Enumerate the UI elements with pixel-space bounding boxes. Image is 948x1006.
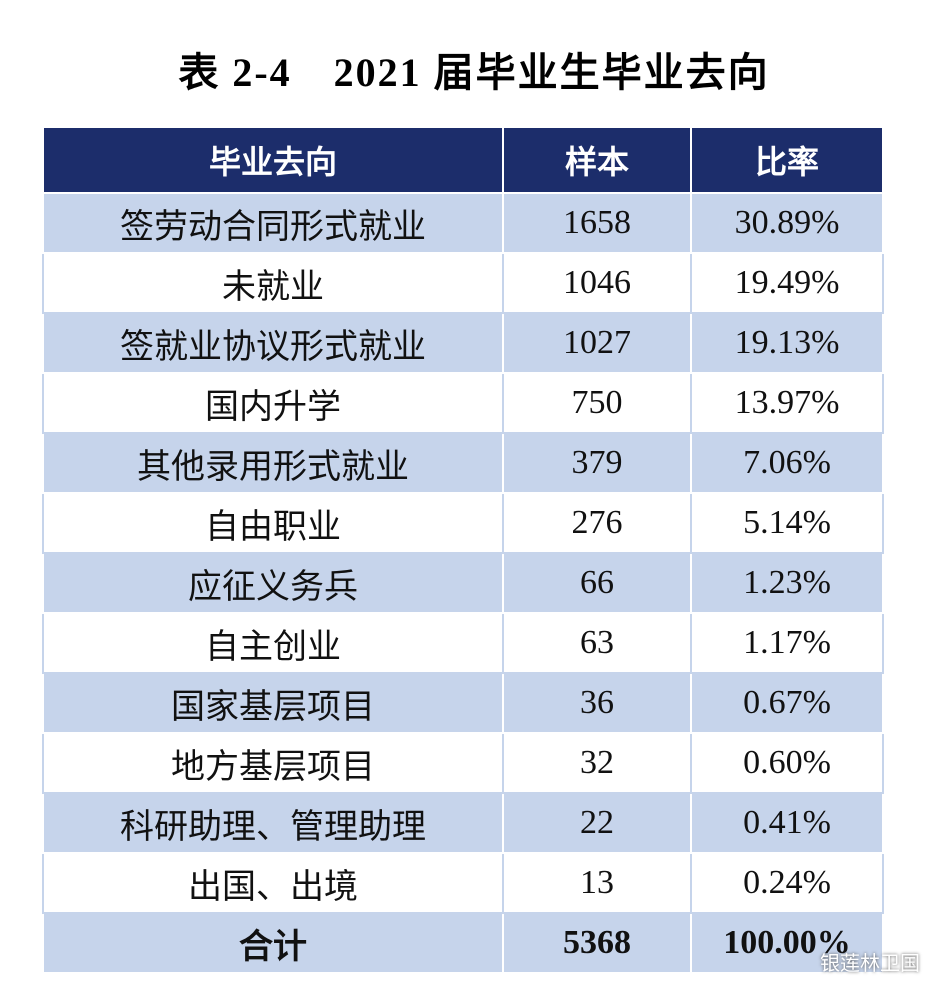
table-cell: 5.14% <box>690 492 884 554</box>
column-header: 比率 <box>690 126 884 194</box>
table-cell: 30.89% <box>690 192 884 254</box>
table-row: 签劳动合同形式就业 1658 30.89% <box>42 192 884 254</box>
watermark: 银莲林卫国 <box>820 951 920 975</box>
table-cell: 其他录用形式就业 <box>42 432 504 494</box>
table-cell: 0.60% <box>690 732 884 794</box>
table-cell: 66 <box>502 552 692 614</box>
table-row: 签就业协议形式就业 1027 19.13% <box>42 312 884 374</box>
column-header: 样本 <box>502 126 692 194</box>
table-cell: 13 <box>502 852 692 914</box>
column-header: 毕业去向 <box>42 126 504 194</box>
table-cell: 13.97% <box>690 372 884 434</box>
table-cell: 出国、出境 <box>42 852 504 914</box>
table-cell: 750 <box>502 372 692 434</box>
header-row: 毕业去向 样本 比率 <box>42 126 884 194</box>
table-row: 应征义务兵 66 1.23% <box>42 552 884 614</box>
table-cell: 国内升学 <box>42 372 504 434</box>
table-cell: 1658 <box>502 192 692 254</box>
table: 毕业去向 样本 比率 签劳动合同形式就业 1658 30.89% 未就业 1046 19.… <box>42 126 884 974</box>
table-row: 自由职业 276 5.14% <box>42 492 884 554</box>
table-cell: 签劳动合同形式就业 <box>42 192 504 254</box>
table-cell: 应征义务兵 <box>42 552 504 614</box>
table-row: 地方基层项目 32 0.60% <box>42 732 884 794</box>
table-cell: 0.41% <box>690 792 884 854</box>
table-row: 科研助理、管理助理 22 0.41% <box>42 792 884 854</box>
table-cell: 32 <box>502 732 692 794</box>
table-cell: 未就业 <box>42 252 504 314</box>
table-cell: 276 <box>502 492 692 554</box>
table-row: 未就业 1046 19.49% <box>42 252 884 314</box>
table-cell: 5368 <box>502 912 692 974</box>
table-cell: 1027 <box>502 312 692 374</box>
table-row: 国家基层项目 36 0.67% <box>42 672 884 734</box>
table-row: 合计 5368 100.00% <box>42 912 884 974</box>
table-cell: 19.13% <box>690 312 884 374</box>
table-cell: 1.23% <box>690 552 884 614</box>
table-cell: 36 <box>502 672 692 734</box>
title: 表 2-4 2021 届毕业生毕业去向 <box>178 50 770 95</box>
table-row: 出国、出境 13 0.24% <box>42 852 884 914</box>
table-cell: 1046 <box>502 252 692 314</box>
table-row: 国内升学 750 13.97% <box>42 372 884 434</box>
table-cell: 0.67% <box>690 672 884 734</box>
table-cell: 合计 <box>42 912 504 974</box>
table-row: 自主创业 63 1.17% <box>42 612 884 674</box>
table-row: 其他录用形式就业 379 7.06% <box>42 432 884 494</box>
table-cell: 国家基层项目 <box>42 672 504 734</box>
table-cell: 100.00% <box>690 912 884 974</box>
table-cell: 科研助理、管理助理 <box>42 792 504 854</box>
table-cell: 地方基层项目 <box>42 732 504 794</box>
table-cell: 22 <box>502 792 692 854</box>
table-cell: 自主创业 <box>42 612 504 674</box>
table-cell: 7.06% <box>690 432 884 494</box>
table-cell: 19.49% <box>690 252 884 314</box>
table-cell: 签就业协议形式就业 <box>42 312 504 374</box>
table-cell: 0.24% <box>690 852 884 914</box>
table-cell: 63 <box>502 612 692 674</box>
table-cell: 自由职业 <box>42 492 504 554</box>
table-cell: 1.17% <box>690 612 884 674</box>
table-cell: 379 <box>502 432 692 494</box>
